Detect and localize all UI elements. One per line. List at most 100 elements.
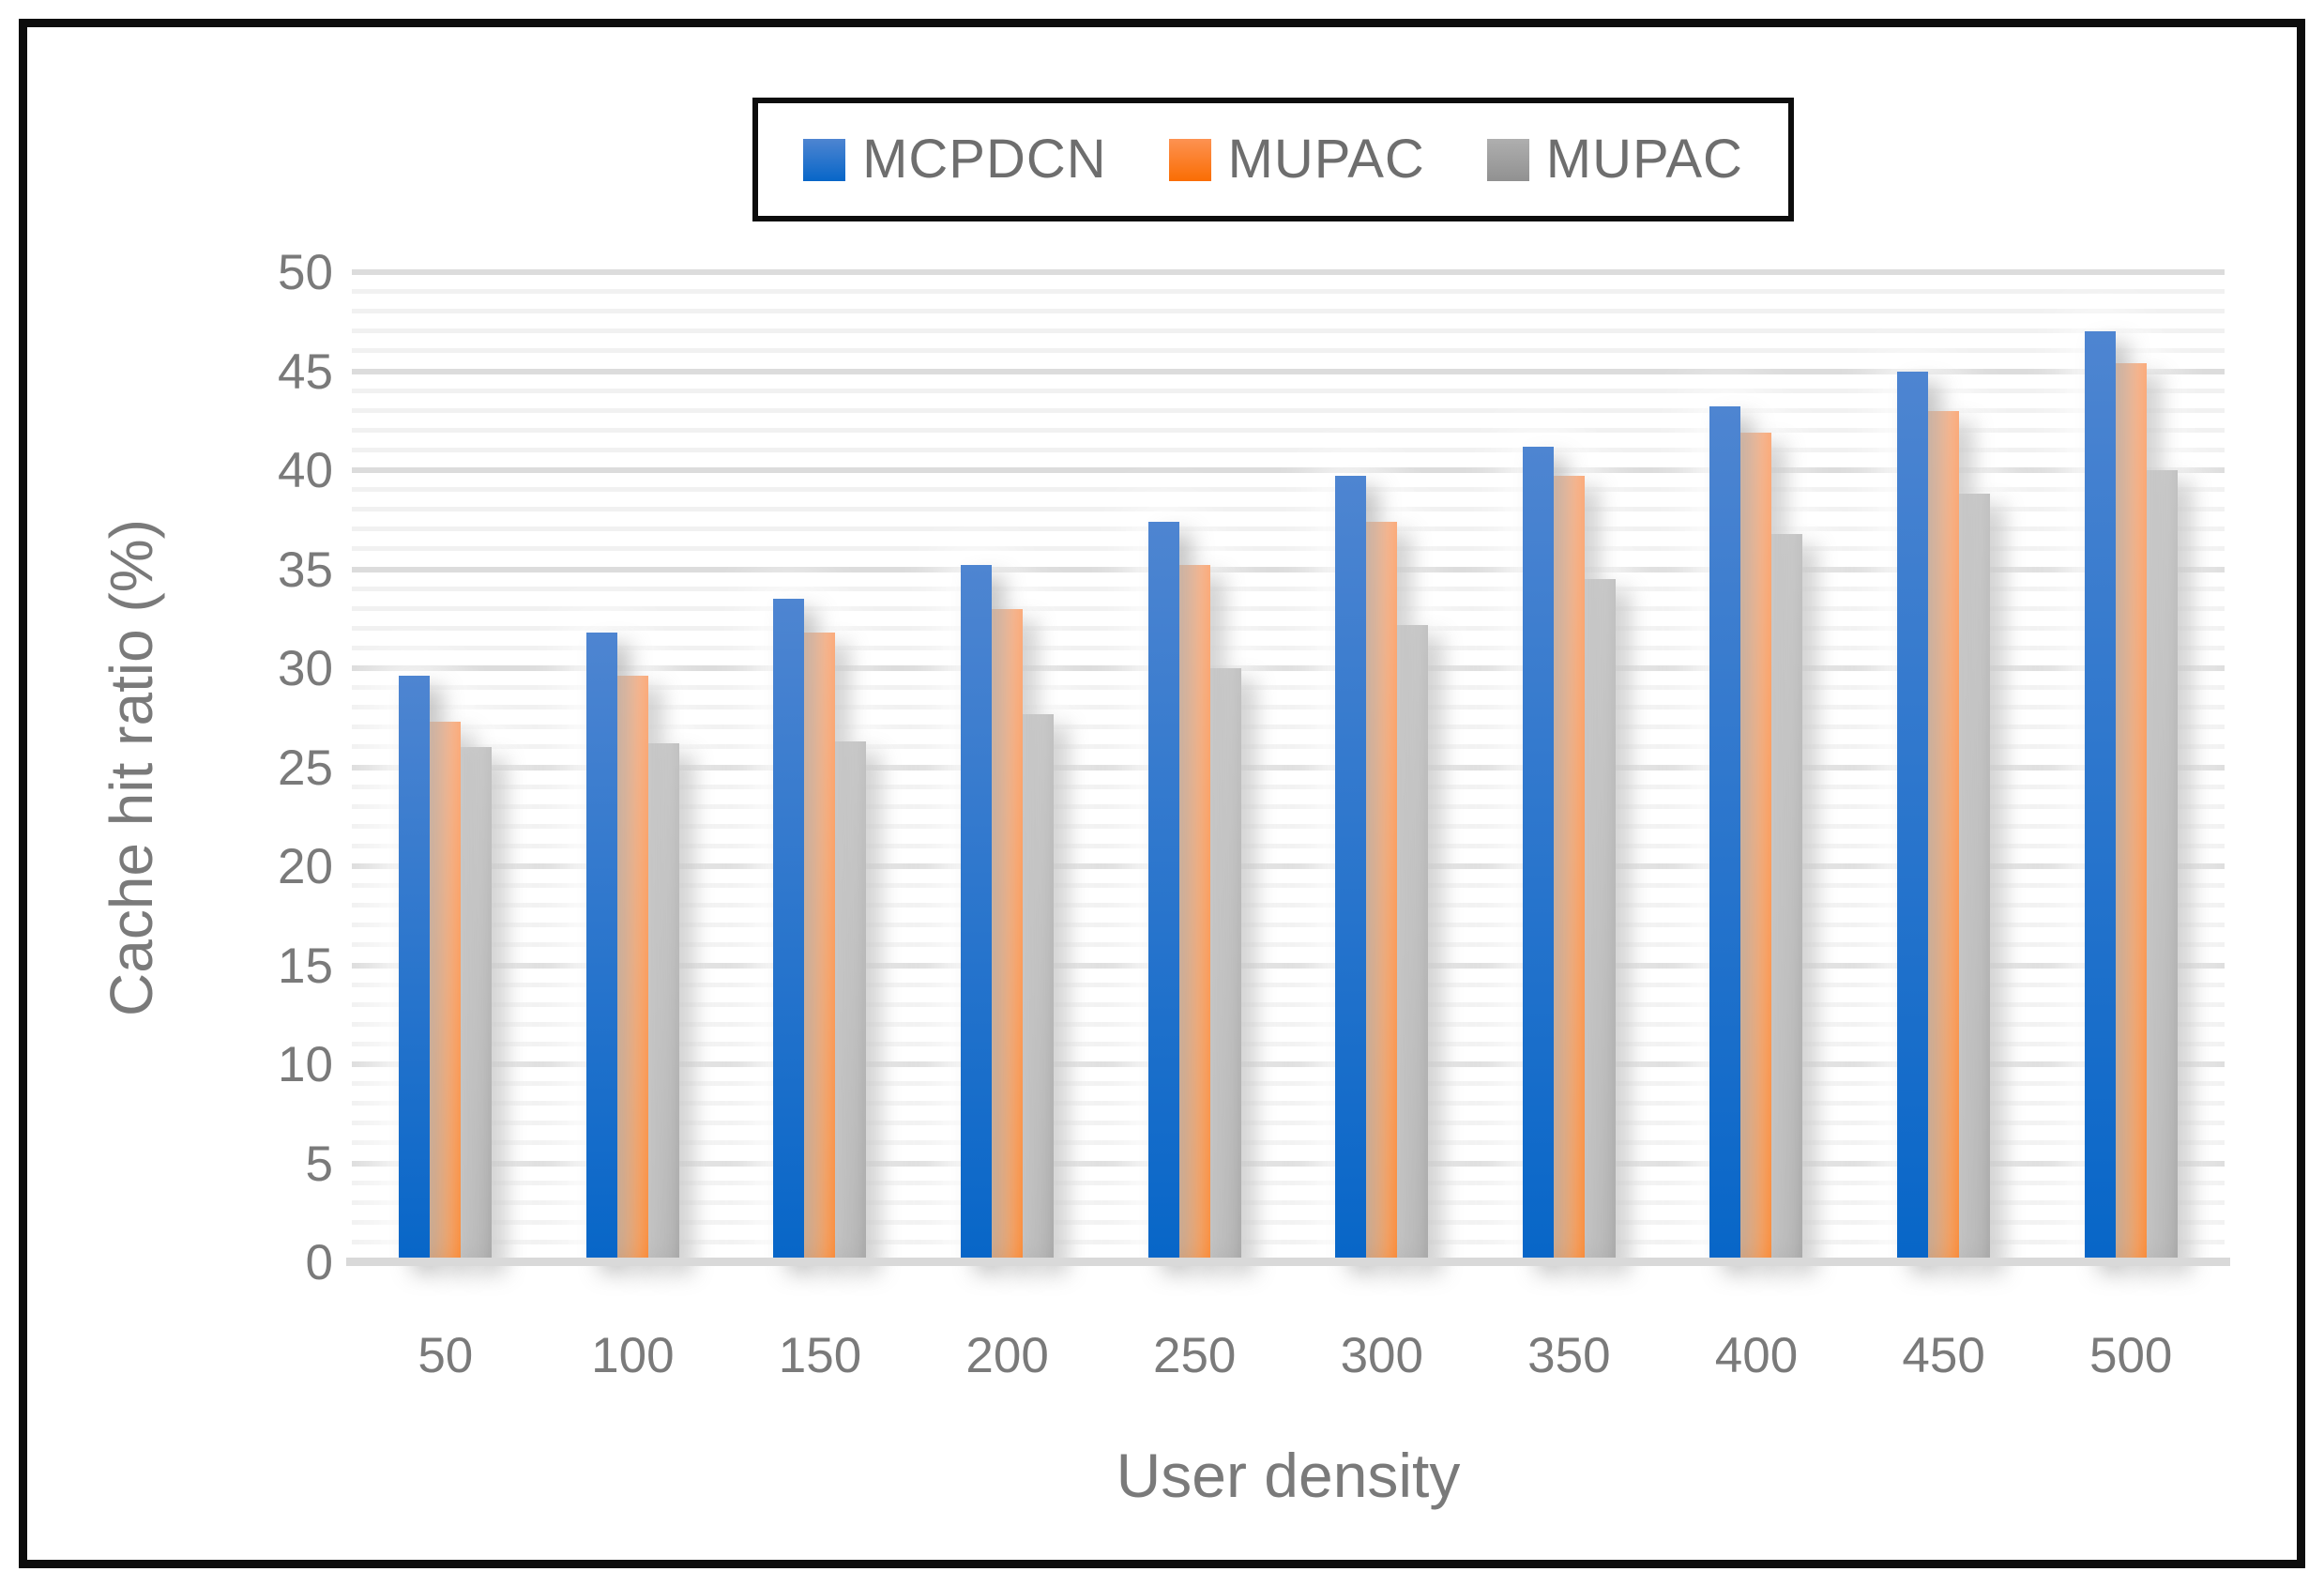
minor-gridline: [352, 328, 2225, 334]
minor-gridline: [352, 1199, 2225, 1205]
minor-gridline: [352, 923, 2225, 928]
minor-gridline: [352, 903, 2225, 908]
bar-MUPAC-350: [1584, 579, 1616, 1262]
bar-MCPDCN-200: [961, 565, 993, 1262]
x-tick-label-500: 500: [2089, 1328, 2173, 1383]
minor-gridline: [352, 427, 2225, 433]
bar-MUPAC-150: [804, 633, 836, 1262]
bar-MUPAC-100: [647, 743, 679, 1262]
legend-item-mupac-1: MUPAC: [1168, 132, 1425, 187]
y-tick-label-40: 40: [278, 443, 333, 498]
major-gridline: [352, 467, 2225, 473]
legend-label: MUPAC: [1545, 129, 1743, 190]
bar-group-250: [1101, 235, 1288, 1262]
minor-gridline: [352, 843, 2225, 848]
y-tick-label-0: 0: [305, 1235, 333, 1290]
y-tick-label-35: 35: [278, 542, 333, 598]
minor-gridline: [352, 487, 2225, 493]
minor-gridline: [352, 447, 2225, 452]
bar-MUPAC-500: [2115, 363, 2147, 1262]
minor-gridline: [352, 744, 2225, 750]
bar-MUPAC-250: [1209, 668, 1241, 1262]
minor-gridline: [352, 586, 2225, 591]
minor-gridline: [352, 289, 2225, 295]
y-tick-label-20: 20: [278, 839, 333, 894]
y-tick-label-15: 15: [278, 938, 333, 994]
minor-gridline: [352, 883, 2225, 889]
minor-gridline: [352, 942, 2225, 948]
major-gridline: [352, 764, 2225, 771]
x-tick-label-400: 400: [1714, 1328, 1799, 1383]
minor-gridline: [352, 1001, 2225, 1007]
bar-group-350: [1476, 235, 1663, 1262]
bar-MCPDCN-450: [1897, 371, 1929, 1262]
minor-gridline: [352, 823, 2225, 829]
minor-gridline: [352, 605, 2225, 611]
bar-MUPAC-200: [1023, 713, 1055, 1262]
bar-MUPAC-250: [1178, 565, 1210, 1262]
major-gridline: [352, 1061, 2225, 1067]
minor-gridline: [352, 685, 2225, 691]
bar-MCPDCN-150: [773, 599, 805, 1262]
minor-gridline: [352, 1219, 2225, 1225]
minor-gridline: [352, 1041, 2225, 1046]
minor-gridline: [352, 1021, 2225, 1027]
minor-gridline: [352, 1140, 2225, 1146]
major-gridline: [352, 665, 2225, 671]
major-gridline: [352, 1160, 2225, 1167]
legend-swatch-orange: [1168, 138, 1211, 181]
y-tick-label-5: 5: [305, 1136, 333, 1192]
legend-item-mupac-2: MUPAC: [1486, 129, 1743, 190]
minor-gridline: [352, 1081, 2225, 1087]
minor-gridline: [352, 625, 2225, 631]
major-gridline: [352, 962, 2225, 969]
bar-MCPDCN-350: [1522, 446, 1554, 1262]
minor-gridline: [352, 784, 2225, 789]
x-tick-label-450: 450: [1902, 1328, 1985, 1383]
bar-MUPAC-100: [616, 676, 648, 1262]
bar-MCPDCN-250: [1147, 521, 1179, 1262]
x-axis-line: [346, 1258, 2230, 1266]
minor-gridline: [352, 982, 2225, 987]
bar-MCPDCN-400: [1709, 406, 1741, 1262]
bar-MUPAC-400: [1771, 533, 1803, 1262]
bar-MUPAC-50: [461, 747, 493, 1262]
x-tick-label-250: 250: [1152, 1328, 1237, 1383]
bar-MCPDCN-50: [399, 676, 431, 1262]
bar-MCPDCN-300: [1335, 476, 1367, 1262]
bar-groups: [352, 235, 2225, 1262]
legend-swatch-gray: [1486, 138, 1529, 181]
major-gridline: [352, 269, 2225, 275]
x-tick-label-50: 50: [418, 1328, 474, 1383]
bar-group-500: [2037, 235, 2225, 1262]
bar-group-450: [1850, 235, 2038, 1262]
y-tick-label-45: 45: [278, 343, 333, 400]
bar-MUPAC-300: [1366, 521, 1398, 1262]
legend-swatch-blue: [803, 138, 846, 181]
bar-MUPAC-450: [1959, 494, 1991, 1262]
x-tick-label-350: 350: [1527, 1328, 1611, 1383]
bar-MUPAC-400: [1740, 432, 1772, 1262]
y-tick-label-10: 10: [278, 1037, 333, 1092]
legend-label: MCPDCN: [862, 129, 1107, 190]
minor-gridline: [352, 309, 2225, 314]
minor-gridline: [352, 1180, 2225, 1185]
bar-MCPDCN-100: [585, 633, 617, 1262]
legend-box: MCPDCN MUPAC MUPAC: [752, 98, 1794, 221]
minor-gridline: [352, 705, 2225, 710]
minor-gridline: [352, 546, 2225, 552]
bar-MUPAC-350: [1553, 476, 1585, 1262]
major-gridline: [352, 566, 2225, 572]
bar-MCPDCN-500: [2084, 331, 2116, 1262]
bar-group-300: [1288, 235, 1476, 1262]
bar-group-200: [914, 235, 1101, 1262]
minor-gridline: [352, 803, 2225, 809]
minor-gridline: [352, 1239, 2225, 1244]
bar-MUPAC-150: [835, 741, 867, 1262]
minor-gridline: [352, 1121, 2225, 1126]
minor-gridline: [352, 407, 2225, 413]
legend-item-mcpdcn-0: MCPDCN: [803, 132, 1107, 187]
x-tick-label-150: 150: [778, 1328, 862, 1383]
minor-gridline: [352, 507, 2225, 512]
